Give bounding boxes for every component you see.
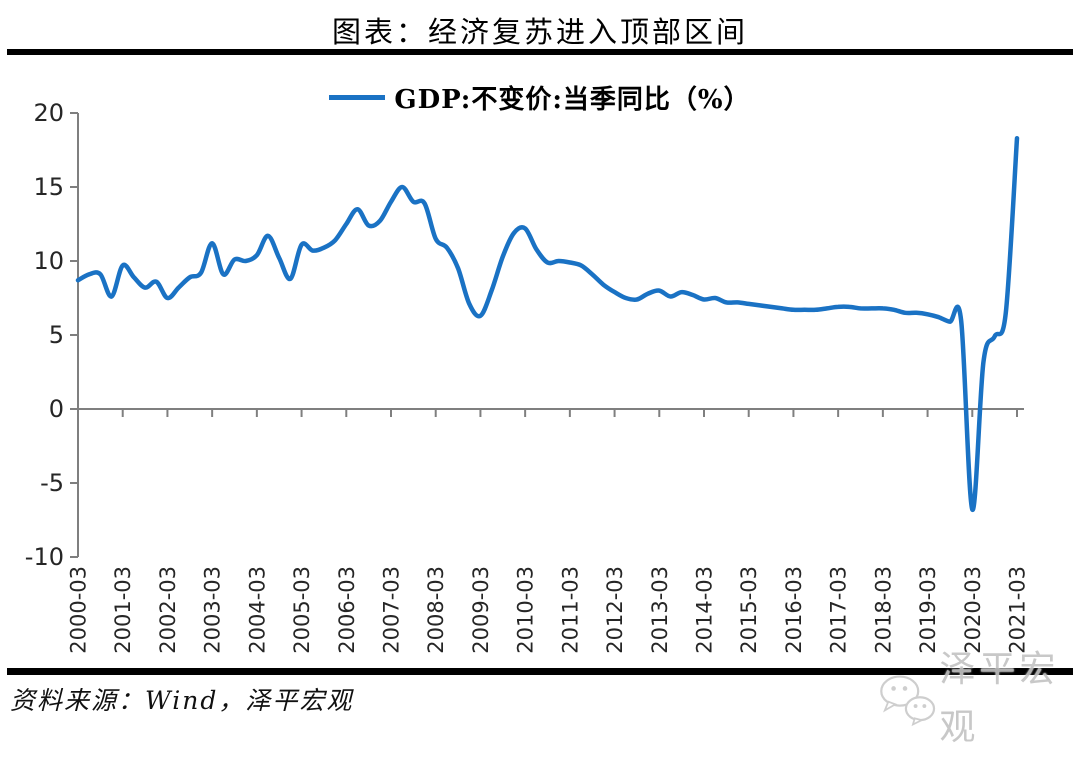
x-tick-label: 2013-03 <box>648 566 672 654</box>
legend-series-label: GDP:不变价:当季同比（%） <box>394 84 751 115</box>
x-tick-label: 2014-03 <box>693 566 717 654</box>
x-tick-label: 2008-03 <box>424 566 448 654</box>
y-tick-label: -5 <box>40 469 64 497</box>
x-tick-label: 2005-03 <box>290 566 314 654</box>
x-tick-label: 2001-03 <box>111 566 135 654</box>
y-tick-label: 20 <box>33 99 64 127</box>
watermark-text: 泽平宏观 <box>939 649 1060 748</box>
x-tick-label: 2016-03 <box>782 566 806 654</box>
x-tick-label: 2002-03 <box>156 566 180 654</box>
source-note: 资料来源：Wind，泽平宏观 <box>10 686 354 715</box>
x-tick-label: 2020-03 <box>961 566 985 654</box>
watermark: 泽平宏观 <box>876 641 1080 757</box>
x-tick-label: 2009-03 <box>469 566 493 654</box>
x-tick-label: 2015-03 <box>737 566 761 654</box>
x-tick-label: 2018-03 <box>871 566 895 654</box>
y-tick-label: -10 <box>25 543 64 571</box>
y-tick-label: 15 <box>33 173 64 201</box>
gdp-series-line <box>75 135 1020 512</box>
x-tick-label: 2000-03 <box>67 566 91 654</box>
wechat-icon <box>880 675 936 727</box>
x-tick-label: 2006-03 <box>335 566 359 654</box>
x-tick-label: 2011-03 <box>558 566 582 654</box>
legend-line-swatch <box>329 94 386 100</box>
y-tick-label: 0 <box>49 395 64 423</box>
x-tick-label: 2017-03 <box>827 566 851 654</box>
x-tick-label: 2007-03 <box>380 566 404 654</box>
x-tick-label: 2012-03 <box>603 566 627 654</box>
y-tick-label: 10 <box>33 247 64 275</box>
legend: GDP:不变价:当季同比（%） <box>0 80 1080 115</box>
x-tick-label: 2021-03 <box>1006 566 1030 654</box>
x-tick-label: 2019-03 <box>916 566 940 654</box>
x-tick-label: 2004-03 <box>245 566 269 654</box>
page-title: 图表：经济复苏进入顶部区间 <box>331 15 748 49</box>
y-tick-label: 5 <box>49 321 64 349</box>
x-tick-label: 2010-03 <box>514 566 538 654</box>
x-tick-label: 2003-03 <box>201 566 225 654</box>
bottom-divider <box>7 668 1073 675</box>
top-divider <box>7 49 1073 55</box>
